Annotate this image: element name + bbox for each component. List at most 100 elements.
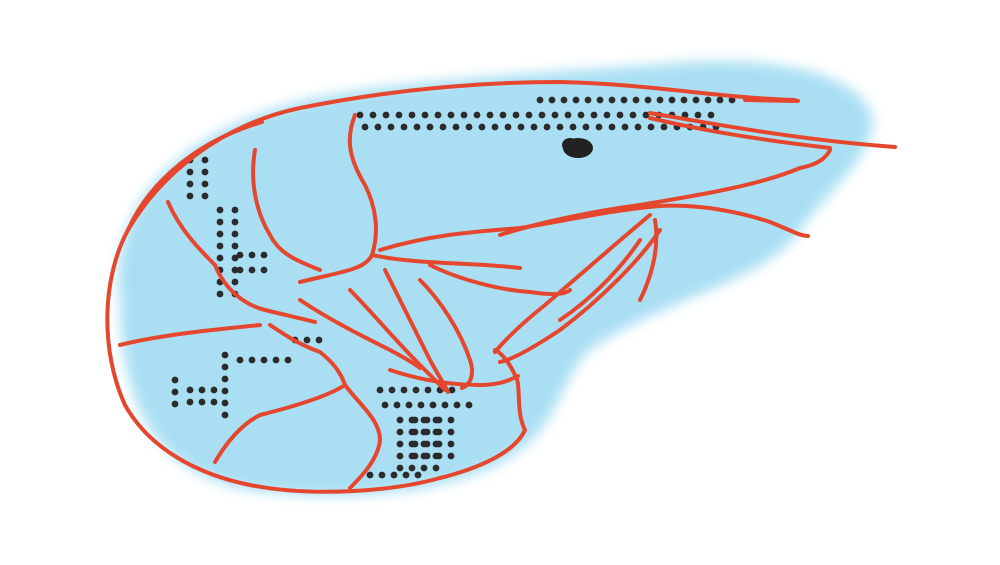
texture-dot xyxy=(504,123,512,131)
texture-dot xyxy=(543,123,551,131)
texture-dot xyxy=(201,156,209,164)
texture-dot xyxy=(512,111,520,119)
texture-dot xyxy=(405,401,413,409)
texture-dot xyxy=(216,218,224,226)
texture-dot xyxy=(411,440,419,448)
texture-dot xyxy=(478,123,486,131)
texture-dot xyxy=(171,376,179,384)
texture-dot xyxy=(236,251,244,259)
texture-dot xyxy=(423,452,431,460)
texture-dot xyxy=(642,111,650,119)
texture-dot xyxy=(201,192,209,200)
texture-dot xyxy=(423,440,431,448)
texture-dot xyxy=(231,218,239,226)
texture-dot xyxy=(584,96,592,104)
leg-3 xyxy=(558,218,659,322)
texture-dot xyxy=(402,471,410,479)
texture-dot xyxy=(315,336,323,344)
texture-dot xyxy=(424,386,432,394)
texture-dot xyxy=(390,471,398,479)
texture-dot xyxy=(248,266,256,274)
texture-dot xyxy=(548,96,556,104)
texture-dot xyxy=(423,428,431,436)
texture-dot xyxy=(395,111,403,119)
texture-dot xyxy=(620,96,628,104)
texture-dot xyxy=(560,96,568,104)
texture-dot xyxy=(460,111,468,119)
segment-6 xyxy=(428,263,572,297)
texture-dot xyxy=(171,388,179,396)
texture-dot xyxy=(647,123,655,131)
texture-dot xyxy=(231,278,239,286)
texture-dot xyxy=(186,398,194,406)
texture-dot xyxy=(374,123,382,131)
tail-outline xyxy=(118,120,264,347)
texture-dot xyxy=(221,399,229,407)
texture-dot xyxy=(231,242,239,250)
texture-dot xyxy=(447,111,455,119)
texture-dot xyxy=(435,416,443,424)
texture-dot xyxy=(728,96,736,104)
segment-2 xyxy=(213,263,317,324)
segment-3 xyxy=(213,323,347,464)
texture-dot xyxy=(236,266,244,274)
texture-dot xyxy=(716,96,724,104)
texture-dot xyxy=(439,123,447,131)
texture-dot xyxy=(216,206,224,214)
leg-7 xyxy=(298,298,422,370)
texture-dot xyxy=(369,111,377,119)
texture-dot xyxy=(426,123,434,131)
texture-dot xyxy=(216,290,224,298)
texture-dot xyxy=(616,111,624,119)
texture-dot xyxy=(452,123,460,131)
texture-dot xyxy=(414,471,422,479)
texture-dot xyxy=(198,398,206,406)
texture-dot xyxy=(388,386,396,394)
texture-dot xyxy=(707,111,715,119)
texture-dot xyxy=(447,452,455,460)
texture-dot xyxy=(434,111,442,119)
texture-dot xyxy=(629,111,637,119)
texture-dot xyxy=(681,111,689,119)
texture-dot xyxy=(551,111,559,119)
texture-dot xyxy=(656,96,664,104)
texture-dot xyxy=(692,96,700,104)
texture-dot xyxy=(608,96,616,104)
texture-dot xyxy=(171,400,179,408)
texture-dot xyxy=(260,251,268,259)
texture-dot xyxy=(596,96,604,104)
texture-dot xyxy=(396,464,404,472)
texture-dot xyxy=(210,398,218,406)
texture-dot xyxy=(201,168,209,176)
texture-dot xyxy=(448,386,456,394)
texture-dot xyxy=(530,123,538,131)
texture-dot xyxy=(517,123,525,131)
texture-dot xyxy=(216,242,224,250)
texture-dot xyxy=(221,363,229,371)
texture-dot xyxy=(608,123,616,131)
texture-dot xyxy=(441,401,449,409)
leg-1 xyxy=(493,213,652,354)
texture-dot xyxy=(186,192,194,200)
texture-dot xyxy=(525,111,533,119)
texture-dot xyxy=(248,251,256,259)
texture-dot xyxy=(272,356,280,364)
texture-dot xyxy=(408,111,416,119)
texture-dot xyxy=(569,123,577,131)
texture-dot xyxy=(411,452,419,460)
texture-dot xyxy=(231,254,239,262)
segment-1 xyxy=(251,148,322,272)
texture-dot xyxy=(668,96,676,104)
texture-dot xyxy=(231,206,239,214)
watercolor-wash xyxy=(118,61,873,496)
texture-dot xyxy=(396,440,404,448)
eye xyxy=(562,138,593,158)
texture-dot xyxy=(536,96,544,104)
carapace-outline xyxy=(298,113,378,284)
texture-dot xyxy=(595,123,603,131)
texture-dot xyxy=(423,416,431,424)
texture-dot xyxy=(396,428,404,436)
texture-dot xyxy=(186,180,194,188)
texture-dot xyxy=(486,111,494,119)
texture-dot xyxy=(694,111,702,119)
